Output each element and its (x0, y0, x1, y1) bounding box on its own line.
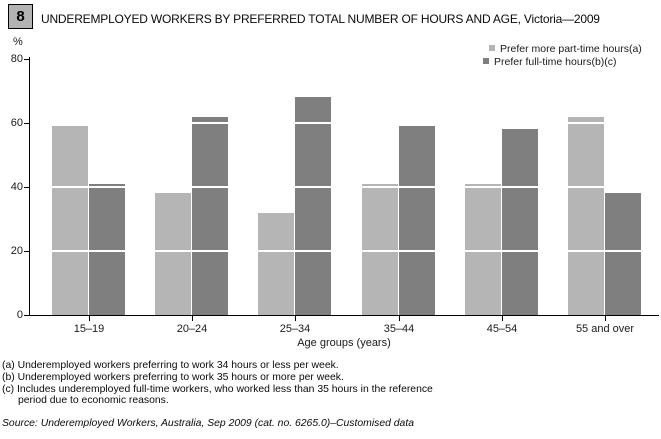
x-category-label-15-19: 15–19 (73, 323, 105, 335)
footnote-c: (c) Includes underemployed full-time wor… (2, 383, 433, 407)
white-gridline-60 (30, 122, 659, 124)
x-axis-baseline (29, 315, 659, 316)
footnotes: (a) Underemployed workers preferring to … (2, 360, 454, 407)
x-axis-title: Age groups (years) (297, 337, 391, 349)
footnote-b: (b) Underemployed workers preferring to … (2, 371, 344, 383)
x-tick-15-19 (89, 316, 90, 321)
bar-part-time-25-34 (258, 213, 294, 315)
legend-swatch-light-icon (489, 45, 495, 51)
legend-item-part-time: Prefer more part-time hours(a) (489, 43, 642, 55)
legend-swatch-dark-icon (483, 58, 489, 64)
y-tick-label-20: 20 (10, 245, 23, 257)
x-category-label-45-54: 45–54 (486, 323, 518, 335)
x-tick-35-44 (399, 316, 400, 321)
y-axis-line (29, 57, 30, 316)
y-tick-80 (24, 59, 29, 60)
x-category-label-35-44: 35–44 (383, 323, 415, 335)
y-tick-label-60: 60 (10, 117, 23, 129)
x-tick-45-54 (502, 316, 503, 321)
x-category-label-20-24: 20–24 (176, 323, 208, 335)
x-category-label-55-and-over: 55 and over (575, 323, 635, 335)
bar-part-time-20-24 (155, 193, 191, 315)
figure-number-badge: 8 (8, 4, 33, 29)
y-tick-label-80: 80 (10, 53, 23, 65)
plot-area: 0 20 40 60 80 15–19 20–24 25–34 35–44 45–54 55 and… (11, 53, 659, 335)
bar-part-time-15-19 (52, 126, 88, 315)
bar-full-time-35-44 (399, 126, 435, 315)
y-tick-label-40: 40 (10, 181, 23, 193)
y-tick-40 (24, 187, 29, 188)
legend-label: Prefer more part-time hours(a) (500, 43, 642, 55)
footnote-a: (a) Underemployed workers preferring to … (2, 360, 339, 371)
bar-part-time-45-54 (465, 184, 501, 315)
white-gridline-40 (30, 186, 659, 188)
x-category-label-25-34: 25–34 (279, 323, 311, 335)
source-note: Source: Underemployed Workers, Australia… (2, 418, 414, 429)
bar-part-time-55-and-over (568, 117, 604, 315)
bar-full-time-20-24 (192, 117, 228, 315)
bar-full-time-15-19 (89, 184, 125, 315)
y-tick-60 (24, 123, 29, 124)
y-tick-20 (24, 251, 29, 252)
chart-title: UNDEREMPLOYED WORKERS BY PREFERRED TOTAL… (41, 12, 600, 26)
y-axis-unit-label: % (13, 36, 23, 48)
bar-part-time-35-44 (362, 184, 398, 315)
bar-full-time-25-34 (295, 97, 331, 315)
x-tick-25-34 (295, 316, 296, 321)
legend-label: Prefer full-time hours(b)(c) (494, 56, 617, 68)
bar-full-time-45-54 (502, 129, 538, 315)
x-tick-55-and-over (605, 316, 606, 321)
bar-full-time-55-and-over (605, 193, 641, 315)
x-tick-20-24 (192, 316, 193, 321)
y-tick-0 (24, 315, 29, 316)
y-tick-label-0: 0 (16, 309, 23, 321)
legend-item-full-time: Prefer full-time hours(b)(c) (483, 56, 617, 68)
white-gridline-20 (30, 250, 659, 252)
